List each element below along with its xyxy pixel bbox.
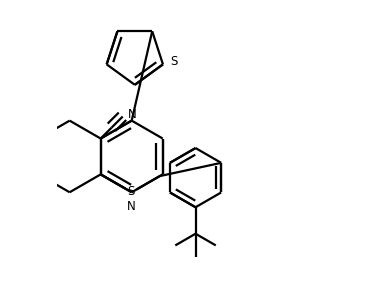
Text: S: S xyxy=(170,55,177,68)
Text: S: S xyxy=(127,185,135,198)
Text: N: N xyxy=(127,200,136,213)
Text: N: N xyxy=(128,107,137,120)
